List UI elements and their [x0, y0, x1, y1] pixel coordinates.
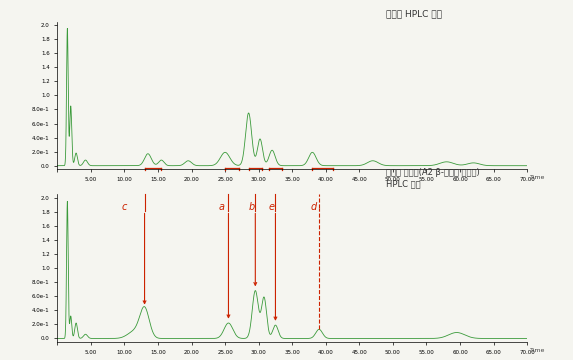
Text: 산양유 HPLC 결과: 산양유 HPLC 결과 [386, 10, 442, 19]
Text: a: a [218, 202, 225, 212]
Text: Time: Time [529, 175, 545, 180]
Text: b: b [249, 202, 255, 212]
Text: 산양유 단백질(A2 β-케이신 분획물)
HPLC 결과: 산양유 단백질(A2 β-케이신 분획물) HPLC 결과 [386, 168, 480, 189]
Text: e: e [269, 202, 274, 212]
Text: c: c [121, 202, 127, 212]
Text: d: d [311, 202, 317, 212]
Text: Time: Time [529, 348, 545, 353]
